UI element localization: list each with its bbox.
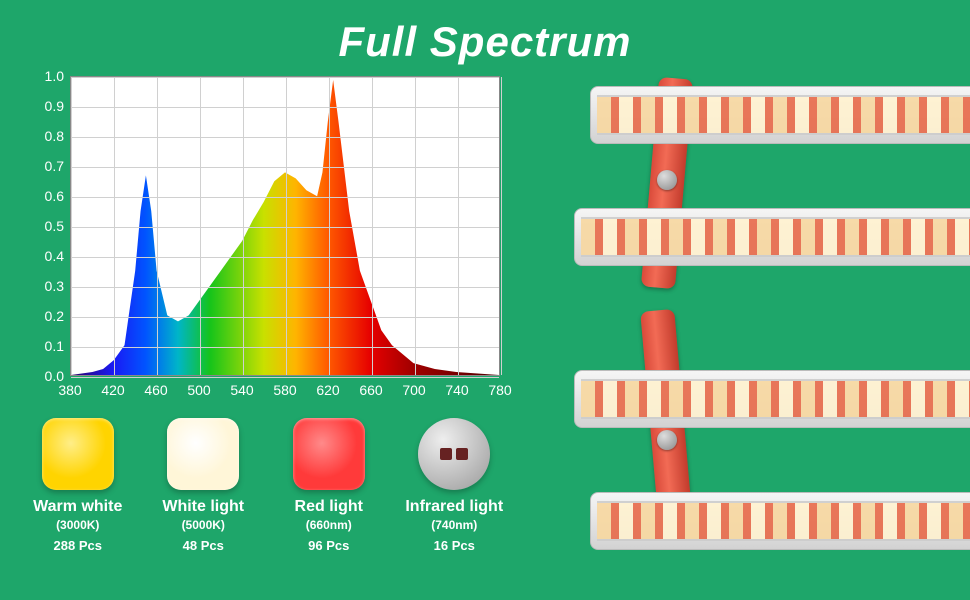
- gridline-v: [415, 77, 416, 375]
- legend-name: White light: [152, 498, 256, 516]
- gridline-v: [71, 77, 72, 375]
- page-title: Full Spectrum: [0, 0, 970, 66]
- gridline-v: [157, 77, 158, 375]
- led-chip-icon: [293, 418, 365, 490]
- gridline-v: [114, 77, 115, 375]
- gridline-h: [71, 347, 499, 348]
- spectrum-curve: [71, 77, 499, 375]
- y-tick-label: 0.8: [45, 128, 64, 144]
- x-tick-label: 420: [101, 382, 124, 398]
- x-tick-label: 540: [230, 382, 253, 398]
- gridline-h: [71, 167, 499, 168]
- y-tick-label: 0.5: [45, 218, 64, 234]
- x-tick-label: 660: [359, 382, 382, 398]
- led-chip-icon: [418, 418, 490, 490]
- led-chip-icon: [167, 418, 239, 490]
- legend-item: Warm white (3000K) 288 Pcs: [26, 418, 130, 553]
- y-tick-label: 1.0: [45, 68, 64, 84]
- legend-name: Infrared light: [403, 498, 507, 516]
- gridline-h: [71, 227, 499, 228]
- gridline-v: [372, 77, 373, 375]
- y-tick-label: 0.6: [45, 188, 64, 204]
- legend-name: Warm white: [26, 498, 130, 516]
- led-strip: [581, 379, 970, 419]
- y-tick-label: 0.7: [45, 158, 64, 174]
- led-bar: [574, 208, 970, 266]
- x-tick-label: 700: [402, 382, 425, 398]
- legend-count: 48 Pcs: [152, 538, 256, 553]
- legend-name: Red light: [277, 498, 381, 516]
- gridline-h: [71, 317, 499, 318]
- gridline-h: [71, 107, 499, 108]
- gridline-h: [71, 197, 499, 198]
- legend-item: White light (5000K) 48 Pcs: [152, 418, 256, 553]
- gridline-h: [71, 77, 499, 78]
- x-tick-label: 380: [58, 382, 81, 398]
- gridline-v: [458, 77, 459, 375]
- led-bar: [590, 86, 970, 144]
- gridline-h: [71, 257, 499, 258]
- led-strip: [581, 217, 970, 257]
- y-tick-label: 0.9: [45, 98, 64, 114]
- legend-item: Infrared light (740nm) 16 Pcs: [403, 418, 507, 553]
- x-tick-label: 780: [488, 382, 511, 398]
- y-axis: 0.00.10.20.30.40.50.60.70.80.91.0: [30, 76, 68, 378]
- spectrum-chart: 0.00.10.20.30.40.50.60.70.80.91.0 380420…: [30, 76, 500, 376]
- hinge-knob: [657, 170, 677, 190]
- y-tick-label: 0.3: [45, 278, 64, 294]
- gridline-v: [501, 77, 502, 375]
- led-bar: [590, 492, 970, 550]
- x-tick-label: 500: [187, 382, 210, 398]
- gridline-h: [71, 377, 499, 378]
- gridline-v: [329, 77, 330, 375]
- x-tick-label: 460: [144, 382, 167, 398]
- gridline-v: [200, 77, 201, 375]
- legend-spec: (5000K): [152, 518, 256, 532]
- x-tick-label: 740: [445, 382, 468, 398]
- product-spine: [650, 78, 684, 538]
- legend-spec: (740nm): [403, 518, 507, 532]
- y-tick-label: 0.4: [45, 248, 64, 264]
- legend-count: 288 Pcs: [26, 538, 130, 553]
- legend-count: 16 Pcs: [403, 538, 507, 553]
- gridline-v: [243, 77, 244, 375]
- gridline-h: [71, 287, 499, 288]
- x-tick-label: 620: [316, 382, 339, 398]
- x-tick-label: 580: [273, 382, 296, 398]
- legend-spec: (660nm): [277, 518, 381, 532]
- led-strip: [597, 95, 970, 135]
- legend-count: 96 Pcs: [277, 538, 381, 553]
- gridline-h: [71, 137, 499, 138]
- gridline-v: [286, 77, 287, 375]
- y-tick-label: 0.1: [45, 338, 64, 354]
- led-strip: [597, 501, 970, 541]
- hinge-knob: [657, 430, 677, 450]
- chart-plot-area: [70, 76, 500, 376]
- y-tick-label: 0.2: [45, 308, 64, 324]
- led-legend: Warm white (3000K) 288 Pcs White light (5000…: [26, 418, 506, 553]
- product-illustration: [560, 78, 970, 538]
- legend-item: Red light (660nm) 96 Pcs: [277, 418, 381, 553]
- led-bar: [574, 370, 970, 428]
- led-chip-icon: [42, 418, 114, 490]
- legend-spec: (3000K): [26, 518, 130, 532]
